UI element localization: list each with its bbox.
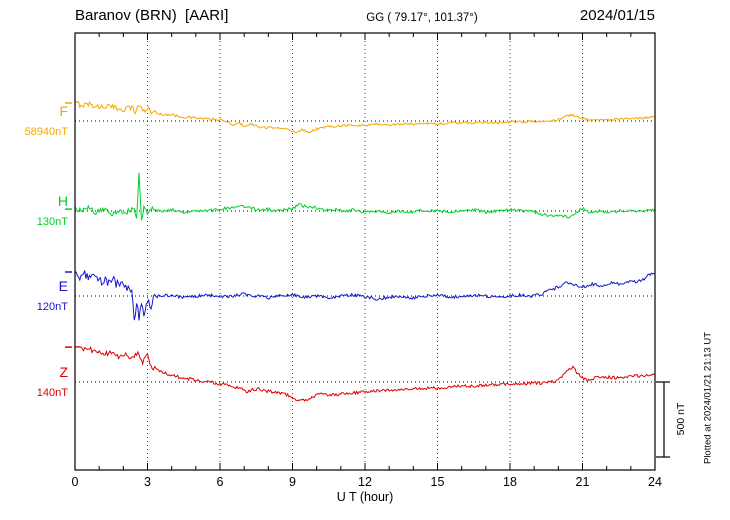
x-tick-label-3: 3 xyxy=(144,475,151,489)
series-label-F: F xyxy=(59,103,68,119)
trace-F xyxy=(74,100,656,134)
plot-date: 2024/01/15 xyxy=(579,7,655,24)
x-axis-label: U T (hour) xyxy=(336,490,394,504)
series-label-H: H xyxy=(57,193,68,209)
x-tick-label-6: 6 xyxy=(216,475,224,489)
geographic-coordinates: GG ( 79.17°, 101.37°) xyxy=(366,12,478,24)
plot-frame xyxy=(74,32,656,471)
series-label-Z: Z xyxy=(59,364,68,380)
x-tick-label-9: 9 xyxy=(289,475,296,489)
plotted-at-text: Plotted at 2024/01/21 21:13 UT xyxy=(702,331,714,465)
series-baseline-value-H: 130nT xyxy=(36,216,68,228)
trace-Z xyxy=(74,345,656,402)
x-tick-label-24: 24 xyxy=(648,475,662,489)
scale-bar-label: 500 nT xyxy=(675,402,687,436)
series-label-E: E xyxy=(58,278,68,294)
series-baseline-value-F: 58940nT xyxy=(24,126,68,138)
x-tick-label-12: 12 xyxy=(358,475,372,489)
series-baseline-value-E: 120nT xyxy=(36,301,68,313)
trace-H xyxy=(74,172,656,221)
x-tick-label-21: 21 xyxy=(575,475,590,489)
x-tick-label-18: 18 xyxy=(503,475,517,489)
x-tick-label-0: 0 xyxy=(71,475,79,489)
x-tick-label-15: 15 xyxy=(430,475,445,489)
series-baseline-value-Z: 140nT xyxy=(36,387,68,399)
trace-E xyxy=(74,270,656,321)
station-title: Baranov (BRN) [AARI] xyxy=(75,7,229,24)
